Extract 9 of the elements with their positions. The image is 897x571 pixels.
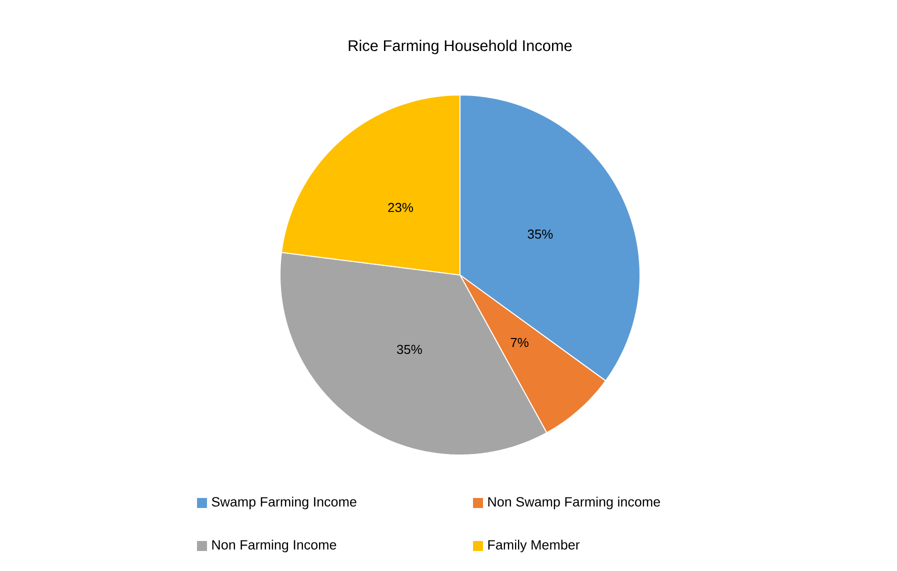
data-label: 35% <box>396 344 422 354</box>
data-label: 23% <box>388 202 413 212</box>
data-label: 35% <box>528 230 553 239</box>
legend-label: Swamp Farming Income <box>212 496 356 510</box>
legend-label: Non Swamp Farming income <box>488 496 660 510</box>
legend-label: Non Farming Income <box>212 540 336 552</box>
chart-title: Rice Farming Household Income <box>348 40 572 54</box>
legend-label: Family Member <box>488 540 580 552</box>
data-label: 7% <box>510 338 528 348</box>
